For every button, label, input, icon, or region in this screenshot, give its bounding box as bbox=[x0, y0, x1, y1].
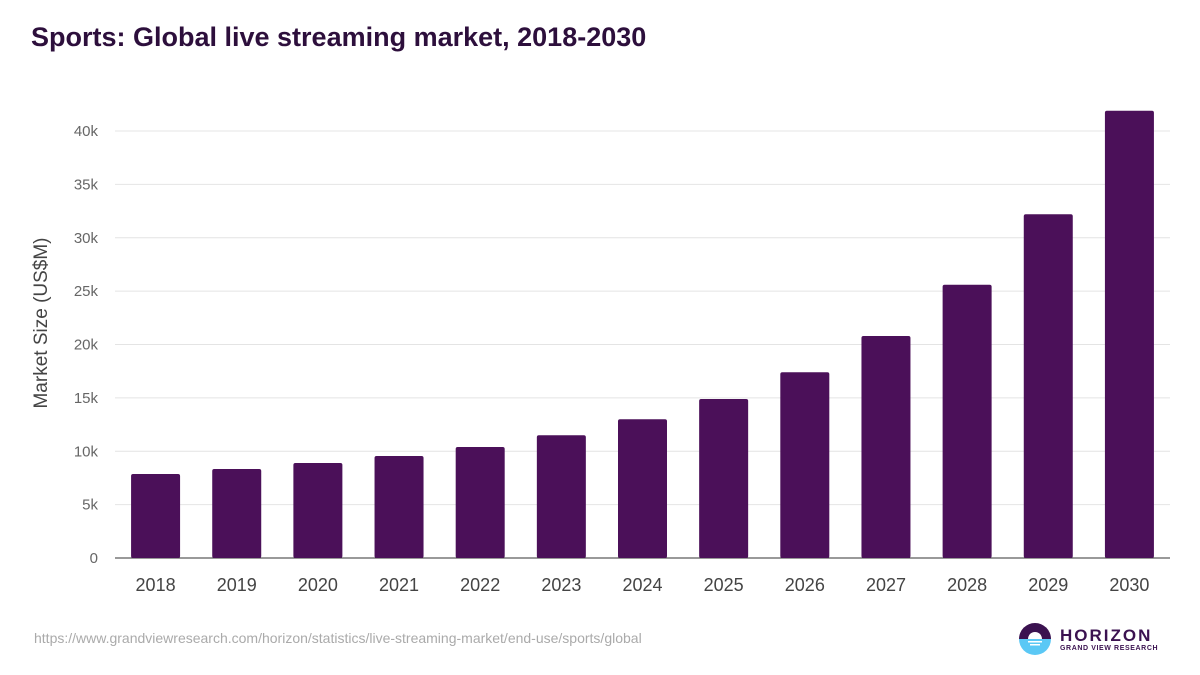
x-tick-label: 2024 bbox=[622, 575, 662, 595]
logo-name: HORIZON bbox=[1060, 625, 1153, 645]
source-url[interactable]: https://www.grandviewresearch.com/horizo… bbox=[34, 630, 642, 646]
bar-2026 bbox=[780, 372, 830, 558]
x-tick-label: 2023 bbox=[541, 575, 581, 595]
y-tick-label: 5k bbox=[82, 497, 98, 514]
y-axis-label: Market Size (US$M) bbox=[31, 237, 52, 408]
bar-2028 bbox=[942, 284, 992, 558]
bar-2021 bbox=[374, 456, 424, 558]
y-tick-label: 35k bbox=[74, 176, 99, 193]
bar-2024 bbox=[618, 419, 667, 558]
horizon-logo-icon bbox=[1019, 623, 1051, 655]
bar-2027 bbox=[861, 335, 911, 558]
x-tick-label: 2027 bbox=[866, 575, 906, 595]
bar-2019 bbox=[212, 468, 262, 558]
y-tick-label: 25k bbox=[74, 283, 99, 300]
x-tick-label: 2028 bbox=[947, 575, 987, 595]
horizon-logo: HORIZON GRAND VIEW RESEARCH bbox=[1018, 622, 1158, 656]
x-tick-label: 2021 bbox=[379, 575, 419, 595]
y-tick-label: 30k bbox=[74, 230, 99, 247]
bar-2025 bbox=[699, 398, 749, 558]
y-tick-label: 0 bbox=[90, 550, 98, 567]
bar-2029 bbox=[1023, 214, 1073, 558]
y-tick-label: 40k bbox=[74, 123, 99, 140]
x-tick-label: 2026 bbox=[785, 575, 825, 595]
bar-2022 bbox=[455, 446, 505, 558]
x-tick-label: 2029 bbox=[1028, 575, 1068, 595]
x-tick-label: 2025 bbox=[704, 575, 744, 595]
y-tick-label: 10k bbox=[74, 443, 99, 460]
bar-2030 bbox=[1104, 110, 1154, 558]
x-tick-label: 2018 bbox=[136, 575, 176, 595]
bar-2023 bbox=[536, 435, 586, 558]
logo-sub: GRAND VIEW RESEARCH bbox=[1060, 644, 1159, 652]
x-tick-label: 2020 bbox=[298, 575, 338, 595]
bar-2020 bbox=[293, 462, 343, 558]
y-tick-label: 15k bbox=[74, 390, 99, 407]
chart-title: Sports: Global live streaming market, 20… bbox=[31, 22, 647, 52]
y-tick-label: 20k bbox=[74, 337, 99, 354]
x-tick-label: 2030 bbox=[1109, 575, 1149, 595]
bar-2018 bbox=[131, 473, 181, 558]
x-tick-label: 2022 bbox=[460, 575, 500, 595]
x-tick-label: 2019 bbox=[217, 575, 257, 595]
